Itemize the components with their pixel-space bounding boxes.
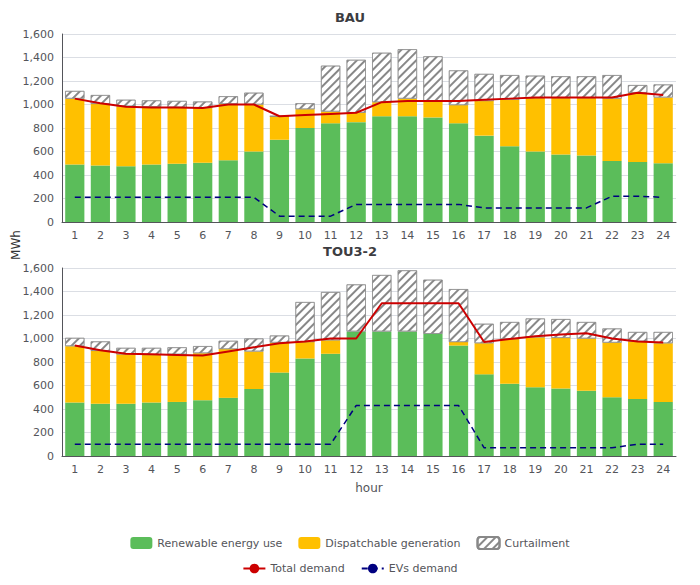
svg-text:2: 2 (97, 463, 104, 476)
svg-text:1,400: 1,400 (23, 51, 55, 64)
svg-text:11: 11 (324, 229, 338, 242)
svg-text:15: 15 (426, 463, 440, 476)
svg-text:200: 200 (33, 192, 54, 205)
svg-text:6: 6 (199, 463, 206, 476)
svg-text:16: 16 (452, 229, 466, 242)
svg-text:22: 22 (605, 463, 619, 476)
svg-text:8: 8 (250, 229, 257, 242)
svg-text:23: 23 (631, 229, 645, 242)
svg-text:24: 24 (656, 229, 670, 242)
svg-text:12: 12 (349, 229, 363, 242)
svg-text:10: 10 (298, 229, 312, 242)
svg-text:22: 22 (605, 229, 619, 242)
svg-text:5: 5 (174, 229, 181, 242)
svg-text:21: 21 (579, 463, 593, 476)
svg-text:1,200: 1,200 (23, 75, 55, 88)
svg-text:12: 12 (349, 463, 363, 476)
svg-text:0: 0 (47, 216, 54, 229)
svg-text:23: 23 (631, 463, 645, 476)
svg-text:400: 400 (33, 403, 54, 416)
svg-text:1,600: 1,600 (23, 28, 55, 41)
svg-text:Total demand: Total demand (269, 562, 344, 575)
svg-text:1,400: 1,400 (23, 285, 55, 298)
svg-text:18: 18 (503, 463, 517, 476)
svg-text:Dispatchable generation: Dispatchable generation (325, 537, 460, 550)
svg-text:20: 20 (554, 229, 568, 242)
svg-text:17: 17 (477, 463, 491, 476)
svg-text:19: 19 (528, 229, 542, 242)
svg-text:1,000: 1,000 (23, 332, 55, 345)
svg-text:MWh: MWh (9, 230, 23, 260)
svg-text:1: 1 (71, 229, 78, 242)
svg-text:800: 800 (33, 356, 54, 369)
svg-text:800: 800 (33, 122, 54, 135)
svg-text:13: 13 (375, 463, 389, 476)
svg-text:Curtailment: Curtailment (505, 537, 571, 550)
svg-text:7: 7 (225, 463, 232, 476)
svg-text:4: 4 (148, 463, 155, 476)
svg-text:20: 20 (554, 463, 568, 476)
svg-text:8: 8 (250, 463, 257, 476)
svg-text:1,000: 1,000 (23, 98, 55, 111)
svg-text:17: 17 (477, 229, 491, 242)
svg-text:19: 19 (528, 463, 542, 476)
svg-text:13: 13 (375, 229, 389, 242)
svg-text:200: 200 (33, 426, 54, 439)
svg-text:14: 14 (400, 229, 414, 242)
svg-text:1: 1 (71, 463, 78, 476)
svg-text:9: 9 (276, 229, 283, 242)
svg-text:7: 7 (225, 229, 232, 242)
svg-text:11: 11 (324, 463, 338, 476)
svg-text:10: 10 (298, 463, 312, 476)
svg-text:0: 0 (47, 450, 54, 463)
svg-text:4: 4 (148, 229, 155, 242)
svg-text:15: 15 (426, 229, 440, 242)
svg-text:6: 6 (199, 229, 206, 242)
svg-text:hour: hour (355, 481, 383, 495)
svg-text:21: 21 (579, 229, 593, 242)
svg-text:18: 18 (503, 229, 517, 242)
svg-text:1,600: 1,600 (23, 262, 55, 275)
svg-text:5: 5 (174, 463, 181, 476)
svg-text:2: 2 (97, 229, 104, 242)
svg-text:600: 600 (33, 379, 54, 392)
svg-text:9: 9 (276, 463, 283, 476)
svg-text:14: 14 (400, 463, 414, 476)
svg-text:1,200: 1,200 (23, 309, 55, 322)
svg-text:600: 600 (33, 145, 54, 158)
svg-text:Renewable energy use: Renewable energy use (157, 537, 282, 550)
svg-text:TOU3-2: TOU3-2 (323, 244, 377, 259)
svg-text:EVs demand: EVs demand (389, 562, 458, 575)
svg-text:400: 400 (33, 169, 54, 182)
svg-text:3: 3 (122, 463, 129, 476)
svg-text:16: 16 (452, 463, 466, 476)
svg-text:3: 3 (122, 229, 129, 242)
svg-text:BAU: BAU (335, 10, 365, 25)
svg-text:24: 24 (656, 463, 670, 476)
